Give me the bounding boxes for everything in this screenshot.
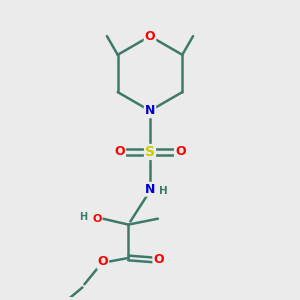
Text: O: O [92,214,102,224]
Text: O: O [145,30,155,43]
Text: O: O [98,255,108,268]
Text: N: N [145,183,155,196]
Text: N: N [145,104,155,117]
Text: H: H [79,212,87,222]
Text: S: S [145,145,155,159]
Text: O: O [175,146,185,158]
Text: O: O [153,254,164,266]
Text: H: H [159,186,167,196]
Text: O: O [115,146,125,158]
